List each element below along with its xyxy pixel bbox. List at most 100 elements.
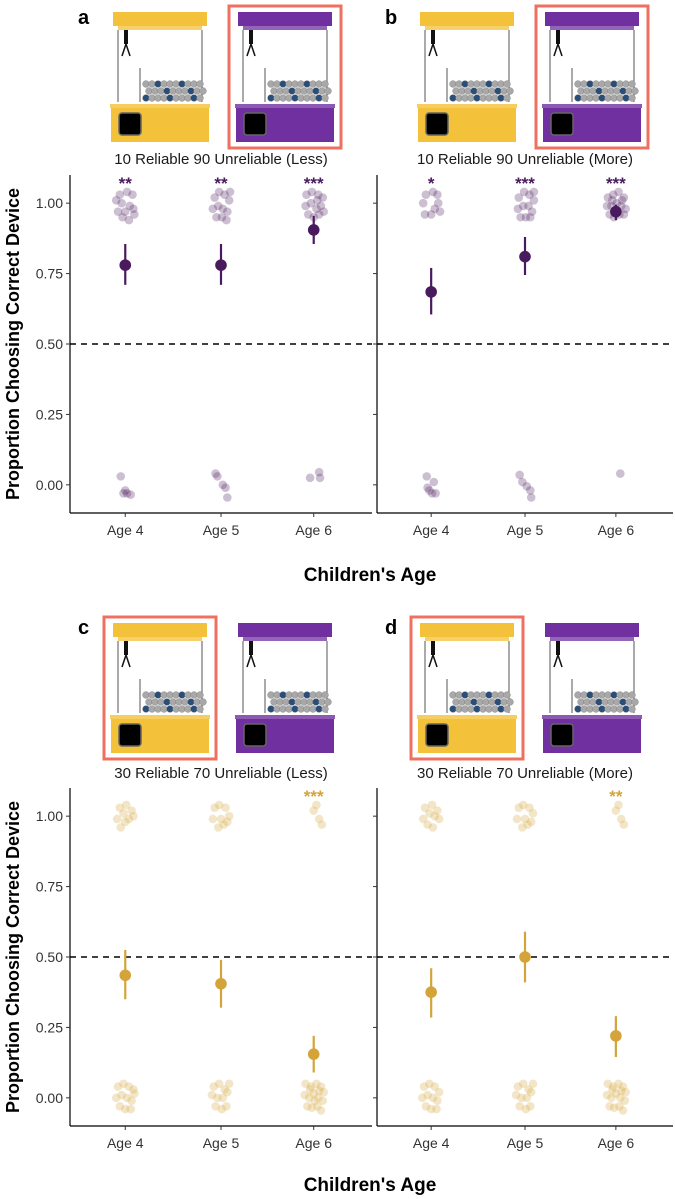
raw-point <box>113 1082 123 1091</box>
raw-point <box>527 207 537 216</box>
raw-point <box>222 215 231 225</box>
raw-point <box>435 207 445 216</box>
machine-yellow-roof <box>113 12 207 26</box>
raw-point <box>120 486 130 495</box>
raw-point <box>611 806 621 815</box>
raw-point <box>224 196 234 205</box>
x-tick-label: Age 5 <box>203 1135 240 1151</box>
raw-point <box>526 1087 536 1097</box>
raw-point <box>608 196 617 205</box>
mean-point <box>425 286 437 298</box>
panel-letter: d <box>385 617 397 639</box>
raw-point <box>304 1093 314 1103</box>
raw-point <box>428 187 438 197</box>
raw-point <box>129 811 138 821</box>
raw-point <box>528 1079 538 1089</box>
raw-point <box>118 212 127 222</box>
raw-point <box>216 814 226 824</box>
raw-point <box>306 1082 316 1091</box>
x-tick-label: Age 6 <box>598 522 635 538</box>
y-tick-label: 0.50 <box>36 949 63 965</box>
raw-point <box>221 803 230 813</box>
raw-point <box>423 820 432 829</box>
raw-point <box>420 210 430 219</box>
raw-point <box>306 198 316 208</box>
raw-point <box>515 1101 524 1111</box>
raw-point <box>116 472 126 481</box>
x-tick-label: Age 4 <box>107 522 144 538</box>
raw-point <box>519 187 529 197</box>
y-tick-label: 1.00 <box>36 195 63 211</box>
panel-b: b 10 Reliable 90 Unreliable (More) Age 4 Ag… <box>373 4 673 538</box>
raw-point <box>305 473 315 483</box>
raw-point <box>314 467 324 477</box>
raw-point <box>120 207 130 216</box>
raw-point <box>427 488 437 498</box>
panel-c: c 30 Reliable 70 Unreliable (Less) 0.00 0.2… <box>36 615 372 1151</box>
raw-point <box>521 1104 531 1114</box>
raw-point <box>433 190 442 200</box>
raw-point <box>122 488 132 498</box>
raw-point <box>225 187 235 197</box>
raw-point <box>620 1096 630 1105</box>
y-axis-title-bottom: Proportion Choosing Correct Device <box>3 801 23 1113</box>
raw-point <box>111 1093 121 1103</box>
machine-purple-prize-door <box>243 723 267 747</box>
raw-point <box>313 1101 322 1111</box>
raw-point <box>315 473 325 483</box>
x-tick-label: Age 5 <box>507 1135 544 1151</box>
y-axis-title-top: Proportion Choosing Correct Device <box>3 188 23 500</box>
raw-point <box>425 486 434 495</box>
raw-point <box>124 215 134 225</box>
machine-yellow-balls <box>449 80 514 102</box>
raw-point <box>126 490 136 499</box>
machine-purple-roof <box>238 623 332 637</box>
machine-yellow <box>110 12 210 142</box>
raw-point <box>301 201 310 211</box>
y-tick-label: 0.50 <box>36 336 63 352</box>
raw-point <box>126 1104 136 1114</box>
raw-point <box>616 1093 625 1103</box>
panel-title: 30 Reliable 70 Unreliable (Less) <box>114 765 327 782</box>
significance-label: ** <box>119 174 133 193</box>
x-tick-label: Age 5 <box>203 522 240 538</box>
raw-point <box>616 1086 626 1096</box>
raw-point <box>524 1085 533 1094</box>
raw-point <box>513 1082 523 1091</box>
significance-label: *** <box>304 787 324 806</box>
raw-point <box>621 1087 630 1097</box>
raw-point <box>318 193 328 202</box>
raw-point <box>210 193 219 202</box>
raw-point <box>614 1079 623 1089</box>
machine-yellow-highlight-frame <box>409 615 525 761</box>
significance-label: ** <box>214 174 228 193</box>
raw-point <box>619 193 629 202</box>
x-tick-label: Age 4 <box>413 522 450 538</box>
x-tick-label: Age 5 <box>507 522 544 538</box>
raw-point <box>511 1090 521 1100</box>
raw-point <box>614 187 623 197</box>
raw-point <box>312 1079 321 1089</box>
raw-point <box>124 814 134 824</box>
raw-point <box>421 190 431 200</box>
raw-point <box>518 1079 528 1089</box>
raw-point <box>209 1082 219 1091</box>
raw-point <box>309 1089 319 1098</box>
raw-point <box>208 814 218 824</box>
raw-point <box>434 1087 444 1097</box>
machine-purple-balls <box>267 691 332 713</box>
raw-point <box>516 212 525 222</box>
raw-point <box>217 1104 227 1114</box>
mean-point <box>307 224 320 236</box>
raw-point <box>112 814 122 824</box>
raw-point <box>301 1079 310 1089</box>
raw-point <box>305 1085 315 1094</box>
raw-point <box>119 1079 128 1089</box>
raw-point <box>617 196 627 205</box>
x-tick-label: Age 6 <box>598 1135 635 1151</box>
raw-point <box>430 811 440 821</box>
raw-point <box>619 210 629 219</box>
y-tick-label: 0.00 <box>36 477 63 493</box>
raw-point <box>116 823 126 832</box>
raw-point <box>425 809 434 818</box>
